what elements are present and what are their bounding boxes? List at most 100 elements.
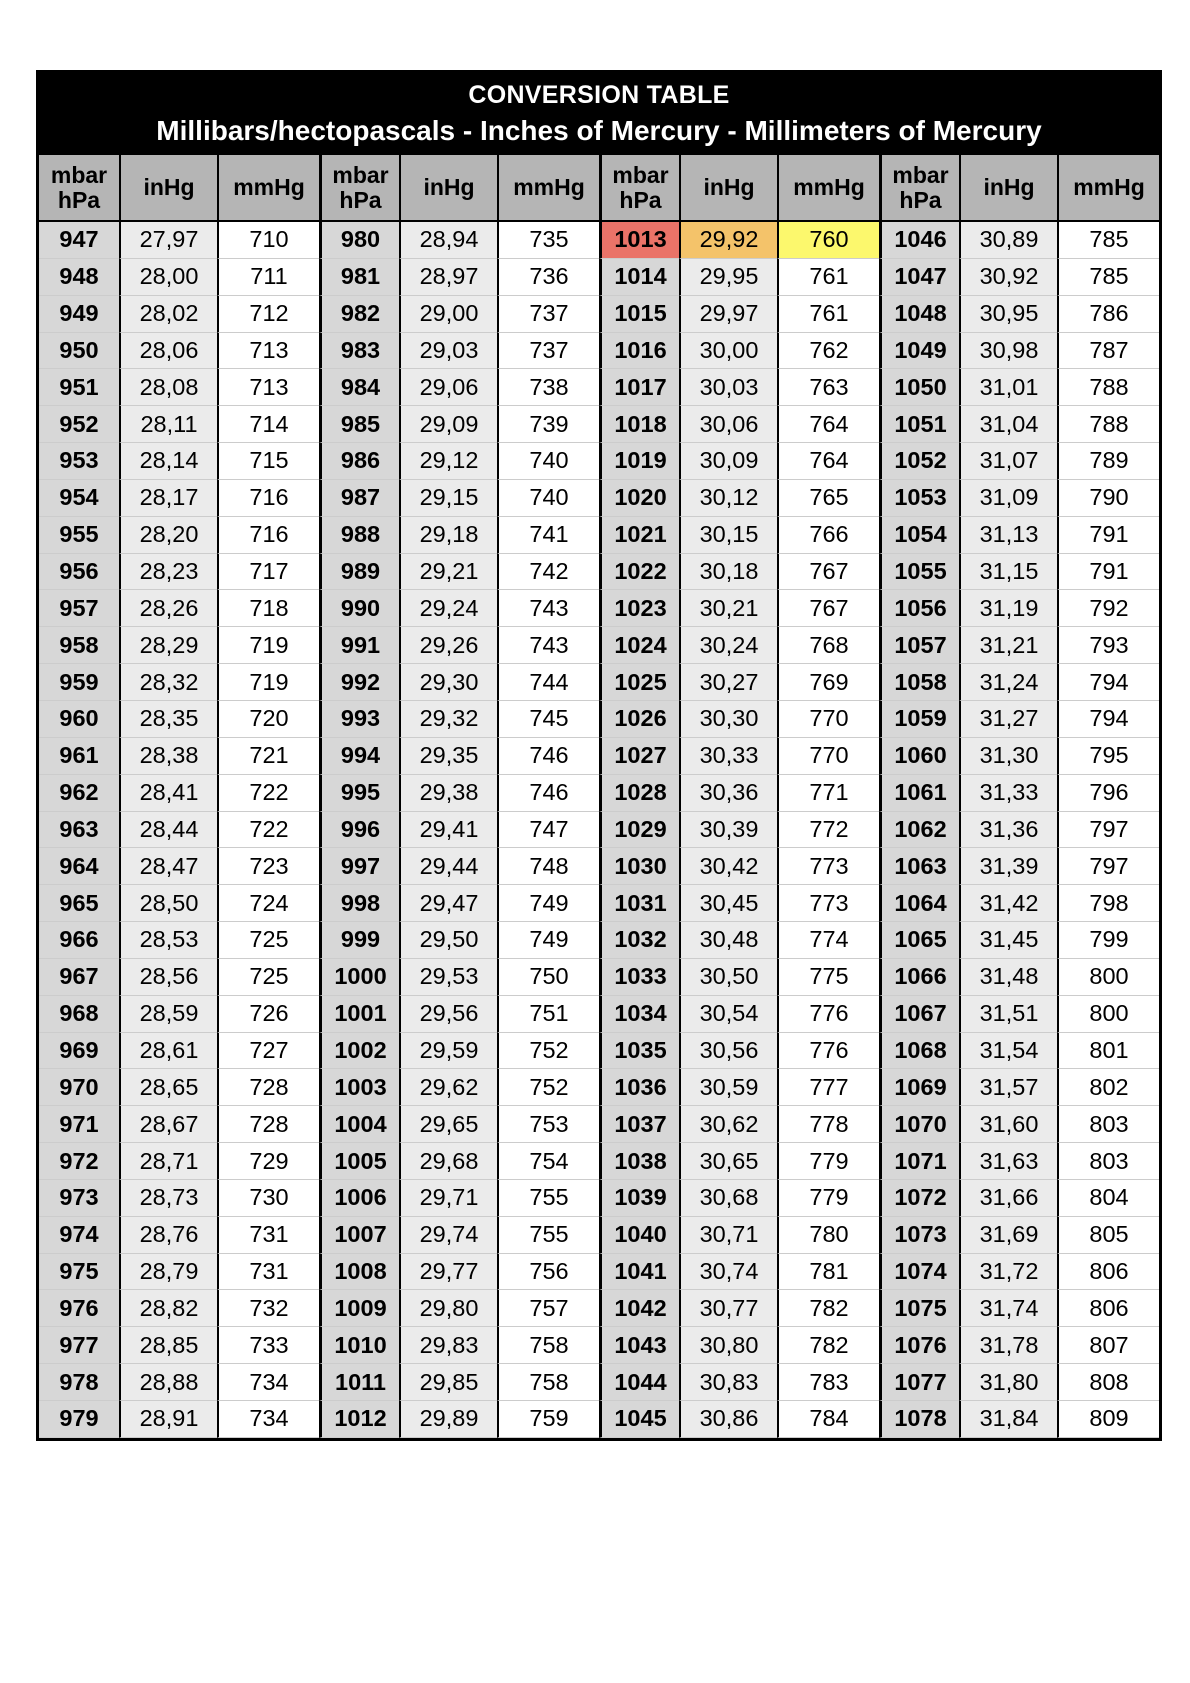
mmhg-cell: 755 <box>497 1179 599 1217</box>
inhg-cell: 29,71 <box>399 1179 497 1217</box>
inhg-cell: 29,41 <box>399 811 497 849</box>
inhg-cell: 28,26 <box>119 590 217 628</box>
mbar-cell: 990 <box>319 590 399 628</box>
mmhg-cell: 761 <box>777 295 879 333</box>
header-mmhg: mmHg <box>217 155 319 222</box>
inhg-cell: 30,92 <box>959 258 1057 296</box>
mmhg-cell: 714 <box>217 406 319 444</box>
mmhg-cell: 731 <box>217 1253 319 1291</box>
inhg-cell: 30,50 <box>679 958 777 996</box>
mbar-cell: 992 <box>319 664 399 701</box>
mmhg-cell: 748 <box>497 848 599 886</box>
inhg-cell: 31,74 <box>959 1290 1057 1328</box>
header-mbar-hpa: mbar hPa <box>319 155 399 222</box>
mmhg-cell: 761 <box>777 258 879 296</box>
mbar-cell: 1058 <box>879 664 959 701</box>
inhg-cell: 30,68 <box>679 1179 777 1217</box>
inhg-cell: 28,08 <box>119 369 217 407</box>
mmhg-cell: 766 <box>777 516 879 554</box>
mbar-cell: 956 <box>39 553 119 591</box>
mmhg-cell: 809 <box>1057 1401 1159 1438</box>
mmhg-cell: 760 <box>777 222 879 259</box>
mmhg-cell: 753 <box>497 1106 599 1144</box>
mmhg-cell: 758 <box>497 1364 599 1401</box>
inhg-cell: 29,12 <box>399 443 497 480</box>
inhg-cell: 28,23 <box>119 553 217 591</box>
mbar-cell: 1005 <box>319 1143 399 1180</box>
mbar-cell: 957 <box>39 590 119 628</box>
inhg-cell: 31,27 <box>959 700 1057 738</box>
header-line: hPa <box>899 186 942 213</box>
mbar-cell: 1048 <box>879 295 959 333</box>
mmhg-cell: 806 <box>1057 1253 1159 1291</box>
mmhg-cell: 764 <box>777 443 879 480</box>
inhg-cell: 28,29 <box>119 627 217 665</box>
mbar-cell: 980 <box>319 222 399 259</box>
inhg-cell: 29,68 <box>399 1143 497 1180</box>
inhg-cell: 28,65 <box>119 1069 217 1107</box>
inhg-cell: 29,65 <box>399 1106 497 1144</box>
inhg-cell: 28,11 <box>119 406 217 444</box>
mmhg-cell: 786 <box>1057 295 1159 333</box>
inhg-cell: 28,76 <box>119 1216 217 1254</box>
conversion-table: CONVERSION TABLE Millibars/hectopascals … <box>36 70 1162 1441</box>
mbar-cell: 1069 <box>879 1069 959 1107</box>
inhg-cell: 29,59 <box>399 1032 497 1070</box>
mmhg-cell: 746 <box>497 737 599 775</box>
mmhg-cell: 743 <box>497 590 599 628</box>
inhg-cell: 29,83 <box>399 1327 497 1365</box>
inhg-cell: 31,80 <box>959 1364 1057 1401</box>
mbar-cell: 984 <box>319 369 399 407</box>
mbar-cell: 1020 <box>599 479 679 517</box>
mmhg-cell: 740 <box>497 479 599 517</box>
inhg-cell: 29,15 <box>399 479 497 517</box>
mbar-cell: 1043 <box>599 1327 679 1365</box>
inhg-cell: 30,71 <box>679 1216 777 1254</box>
mbar-cell: 1065 <box>879 922 959 959</box>
mbar-cell: 1051 <box>879 406 959 444</box>
mbar-cell: 1073 <box>879 1216 959 1254</box>
mmhg-cell: 782 <box>777 1327 879 1365</box>
header-inhg: inHg <box>399 155 497 222</box>
mbar-cell: 1057 <box>879 627 959 665</box>
mmhg-cell: 722 <box>217 774 319 812</box>
mmhg-cell: 737 <box>497 295 599 333</box>
header-line: hPa <box>339 186 382 213</box>
mbar-cell: 1007 <box>319 1216 399 1254</box>
header-line: mbar <box>612 161 669 188</box>
mmhg-cell: 794 <box>1057 700 1159 738</box>
mmhg-cell: 795 <box>1057 737 1159 775</box>
mbar-cell: 1056 <box>879 590 959 628</box>
inhg-cell: 29,74 <box>399 1216 497 1254</box>
mbar-cell: 949 <box>39 295 119 333</box>
inhg-cell: 28,88 <box>119 1364 217 1401</box>
mbar-cell: 1064 <box>879 885 959 923</box>
inhg-cell: 31,48 <box>959 958 1057 996</box>
inhg-cell: 29,30 <box>399 664 497 701</box>
conversion-grid: mbar hPa inHg mmHg mbar hPa inHg mmHg mbar hPa inH… <box>39 155 1159 1438</box>
mbar-cell: 977 <box>39 1327 119 1365</box>
header-mmhg: mmHg <box>1057 155 1159 222</box>
mmhg-cell: 776 <box>777 995 879 1033</box>
mmhg-cell: 808 <box>1057 1364 1159 1401</box>
inhg-cell: 29,03 <box>399 332 497 370</box>
mmhg-cell: 797 <box>1057 811 1159 849</box>
mmhg-cell: 770 <box>777 700 879 738</box>
mmhg-cell: 791 <box>1057 516 1159 554</box>
table-title-band: CONVERSION TABLE Millibars/hectopascals … <box>39 73 1159 155</box>
mbar-cell: 1001 <box>319 995 399 1033</box>
inhg-cell: 30,27 <box>679 664 777 701</box>
mbar-cell: 1044 <box>599 1364 679 1401</box>
inhg-cell: 30,15 <box>679 516 777 554</box>
mmhg-cell: 750 <box>497 958 599 996</box>
mmhg-cell: 785 <box>1057 222 1159 259</box>
inhg-cell: 28,32 <box>119 664 217 701</box>
mmhg-cell: 793 <box>1057 627 1159 665</box>
inhg-cell: 29,53 <box>399 958 497 996</box>
inhg-cell: 29,97 <box>679 295 777 333</box>
inhg-cell: 31,54 <box>959 1032 1057 1070</box>
inhg-cell: 29,89 <box>399 1401 497 1438</box>
mbar-cell: 1029 <box>599 811 679 849</box>
inhg-cell: 31,30 <box>959 737 1057 775</box>
inhg-cell: 29,95 <box>679 258 777 296</box>
